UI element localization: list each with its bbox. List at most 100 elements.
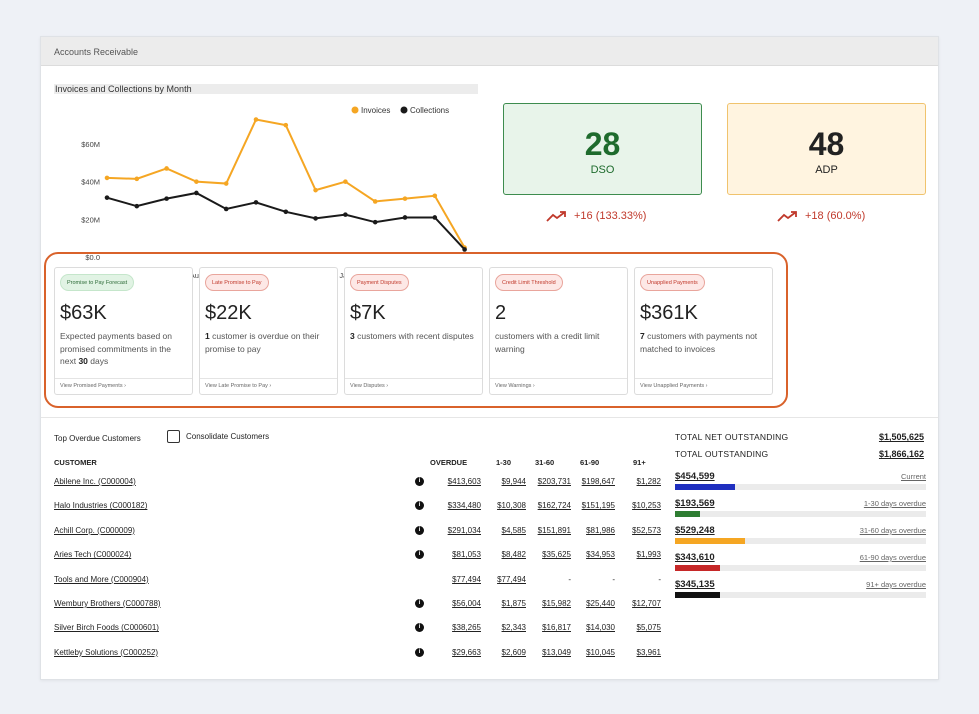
- customer-link[interactable]: Aries Tech (C000024): [54, 550, 132, 560]
- amount-cell[interactable]: $81,986: [586, 525, 615, 535]
- card-footer-link[interactable]: View Late Promise to Pay ›: [200, 378, 337, 394]
- customer-link[interactable]: Kettleby Solutions (C000252): [54, 647, 159, 657]
- amount-cell[interactable]: $413,603: [447, 477, 481, 486]
- amount-cell[interactable]: $151,891: [537, 525, 571, 535]
- dso-kpi-card[interactable]: 28 DSO: [503, 103, 702, 195]
- col-header-31-60[interactable]: 31-60: [535, 458, 555, 467]
- table-row[interactable]: Silver Birch Foods (C000601) i $38,265 $2,3…: [54, 623, 661, 637]
- customer-link[interactable]: Halo Industries (C000182): [54, 501, 148, 511]
- amount-cell[interactable]: $15,982: [542, 599, 571, 608]
- amount-cell[interactable]: $12,707: [632, 599, 661, 608]
- amount-cell[interactable]: $81,053: [452, 550, 481, 560]
- bucket-amount[interactable]: $193,569: [675, 498, 715, 509]
- bucket-label[interactable]: Current: [900, 472, 926, 481]
- consolidate-toggle[interactable]: Consolidate Customers: [167, 430, 269, 443]
- amount-cell[interactable]: $34,953: [586, 550, 615, 560]
- amount-cell[interactable]: $10,308: [497, 501, 526, 511]
- data-point: [283, 122, 289, 128]
- amount-cell[interactable]: $35,625: [542, 550, 571, 560]
- amount-cell[interactable]: $198,647: [581, 477, 615, 486]
- amount-cell[interactable]: $203,731: [537, 477, 571, 486]
- customer-link[interactable]: Wembury Brothers (C000788): [54, 599, 161, 608]
- bucket-label[interactable]: 31-60 days overdue: [859, 526, 926, 535]
- info-icon[interactable]: i: [415, 623, 424, 633]
- customer-link[interactable]: Abilene Inc. (C000004): [54, 477, 136, 486]
- amount-cell[interactable]: $8,482: [501, 550, 526, 560]
- amount-cell[interactable]: $2,609: [501, 647, 526, 657]
- data-point: [432, 193, 438, 199]
- amount-cell[interactable]: $3,961: [636, 647, 661, 657]
- amount-cell[interactable]: $1,993: [636, 550, 661, 560]
- card-footer-link[interactable]: View Unapplied Payments ›: [635, 378, 772, 394]
- bucket-bar-fill: [675, 538, 746, 544]
- amount-cell[interactable]: $291,034: [447, 525, 481, 535]
- customer-link[interactable]: Tools and More (C000904): [54, 574, 149, 584]
- bucket-label[interactable]: 91+ days overdue: [866, 580, 926, 589]
- total-net-outstanding-value[interactable]: $1,505,625: [878, 432, 924, 442]
- card-pill: Late Promise to Pay: [205, 274, 269, 291]
- credit-limit-card[interactable]: Credit Limit Threshold 2 customers with …: [489, 267, 628, 395]
- card-footer-link[interactable]: View Disputes ›: [345, 378, 482, 394]
- card-footer-link[interactable]: View Promised Payments ›: [55, 378, 192, 394]
- amount-cell[interactable]: $1,875: [501, 599, 526, 608]
- promise-to-pay-card[interactable]: Promise to Pay Forecast $63K Expected pa…: [54, 267, 193, 395]
- amount-cell[interactable]: $10,253: [632, 501, 661, 511]
- amount-cell[interactable]: $13,049: [542, 647, 571, 657]
- info-icon[interactable]: i: [415, 647, 424, 657]
- table-row[interactable]: Halo Industries (C000182) i $334,480 $10,30…: [54, 501, 661, 515]
- amount-cell[interactable]: $10,045: [586, 647, 615, 657]
- amount-cell[interactable]: $56,004: [452, 599, 481, 608]
- amount-cell[interactable]: $334,480: [447, 501, 481, 511]
- table-row[interactable]: Abilene Inc. (C000004) i $413,603 $9,944 $20…: [54, 477, 661, 491]
- bucket-amount[interactable]: $343,610: [675, 552, 715, 563]
- table-row[interactable]: Wembury Brothers (C000788) i $56,004 $1,875…: [54, 599, 661, 613]
- adp-change: +18 (60.0%): [805, 210, 866, 222]
- amount-cell[interactable]: $2,343: [501, 623, 526, 633]
- y-tick-label: $60M: [81, 140, 100, 149]
- amount-cell[interactable]: $77,494: [452, 574, 481, 584]
- amount-cell[interactable]: $9,944: [501, 477, 526, 486]
- table-row[interactable]: Aries Tech (C000024) i $81,053 $8,482 $35,62…: [54, 550, 661, 564]
- bucket-label[interactable]: 61-90 days overdue: [859, 553, 926, 562]
- bucket-amount[interactable]: $345,135: [675, 579, 715, 590]
- table-row[interactable]: Kettleby Solutions (C000252) i $29,663 $2,6…: [54, 647, 661, 662]
- consolidate-checkbox[interactable]: [167, 430, 180, 443]
- bucket-label[interactable]: 1-30 days overdue: [863, 499, 926, 508]
- col-header-91-plus[interactable]: 91+: [633, 458, 646, 467]
- card-footer-link[interactable]: View Warnings ›: [490, 378, 627, 394]
- amount-cell[interactable]: $5,075: [636, 623, 661, 633]
- amount-cell[interactable]: $14,030: [586, 623, 615, 633]
- table-row[interactable]: Achill Corp. (C000009) i $291,034 $4,585 $15…: [54, 525, 661, 540]
- customer-link[interactable]: Achill Corp. (C000009): [54, 525, 135, 535]
- amount-cell[interactable]: $38,265: [452, 623, 481, 633]
- col-header-customer[interactable]: CUSTOMER: [54, 458, 97, 467]
- bucket-amount[interactable]: $529,248: [675, 525, 715, 536]
- amount-cell[interactable]: $29,663: [452, 647, 481, 657]
- customer-link[interactable]: Silver Birch Foods (C000601): [54, 623, 159, 633]
- amount-cell[interactable]: $25,440: [586, 599, 615, 608]
- col-header-overdue[interactable]: OVERDUE: [430, 458, 468, 467]
- col-header-1-30[interactable]: 1-30: [496, 458, 512, 467]
- info-icon[interactable]: i: [415, 525, 424, 535]
- amount-cell[interactable]: $16,817: [542, 623, 571, 633]
- amount-cell[interactable]: $162,724: [537, 501, 571, 511]
- amount-cell[interactable]: $52,573: [632, 525, 661, 535]
- bucket-amount[interactable]: $454,599: [675, 471, 715, 482]
- col-header-61-90[interactable]: 61-90: [580, 458, 600, 467]
- total-outstanding-value[interactable]: $1,866,162: [878, 449, 924, 459]
- unapplied-payments-card[interactable]: Unapplied Payments $361K 7 customers wit…: [634, 267, 773, 395]
- info-icon[interactable]: i: [415, 550, 424, 560]
- info-icon[interactable]: i: [415, 599, 424, 608]
- late-promise-card[interactable]: Late Promise to Pay $22K 1 customer is o…: [199, 267, 338, 395]
- amount-cell[interactable]: $77,494: [497, 574, 526, 584]
- table-row[interactable]: Tools and More (C000904) $77,494 $77,494 - -…: [54, 574, 661, 589]
- info-icon[interactable]: i: [415, 477, 424, 486]
- data-point: [313, 187, 318, 193]
- data-point: [372, 199, 378, 204]
- adp-kpi-card[interactable]: 48 ADP: [727, 103, 926, 195]
- info-icon[interactable]: i: [415, 501, 424, 511]
- amount-cell[interactable]: $4,585: [501, 525, 526, 535]
- payment-disputes-card[interactable]: Payment Disputes $7K 3 customers with re…: [344, 267, 483, 395]
- amount-cell[interactable]: $151,195: [581, 501, 615, 511]
- amount-cell[interactable]: $1,282: [636, 477, 661, 486]
